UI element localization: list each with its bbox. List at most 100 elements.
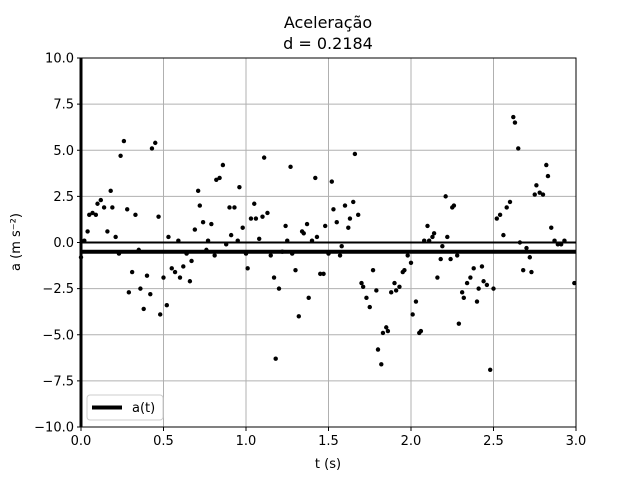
- data-point: [402, 267, 407, 273]
- data-point: [375, 347, 381, 352]
- data-point: [326, 251, 331, 256]
- data-point: [549, 225, 554, 230]
- data-point: [422, 238, 427, 243]
- data-point: [504, 205, 509, 210]
- data-point: [384, 325, 389, 330]
- data-point: [339, 243, 344, 249]
- chart-title: Aceleração: [284, 13, 372, 32]
- data-point: [101, 205, 107, 210]
- data-point: [192, 227, 198, 232]
- y-tick-label: 2.5: [53, 190, 74, 205]
- data-point: [461, 295, 466, 301]
- data-point: [484, 282, 490, 288]
- data-point: [385, 328, 391, 334]
- data-point: [374, 288, 379, 293]
- data-point: [507, 199, 513, 205]
- data-point: [329, 179, 334, 184]
- data-point: [138, 286, 143, 291]
- data-point: [532, 192, 537, 197]
- data-point: [144, 273, 150, 278]
- y-tick-label: 5.0: [53, 144, 74, 159]
- data-point: [197, 203, 202, 208]
- data-point: [87, 212, 92, 218]
- data-point: [118, 153, 123, 158]
- data-point: [360, 284, 366, 289]
- legend-box: [86, 394, 164, 421]
- data-point: [534, 183, 539, 188]
- data-point: [90, 210, 95, 216]
- data-point: [342, 203, 348, 208]
- data-point: [438, 256, 443, 262]
- data-point: [257, 236, 262, 242]
- data-point: [126, 290, 132, 295]
- data-point: [293, 267, 298, 273]
- data-point: [313, 175, 318, 181]
- data-point: [413, 299, 419, 304]
- x-axis-ticks: 0.0 0.5 1.0 1.5 2.0 2.5 3.0: [71, 427, 586, 449]
- x-axis-label: t (s): [315, 457, 341, 472]
- data-point: [359, 280, 364, 286]
- data-point: [468, 275, 473, 280]
- data-point: [125, 207, 130, 212]
- data-point: [356, 212, 361, 218]
- data-point: [158, 312, 163, 317]
- data-point: [161, 275, 166, 280]
- data-point: [227, 205, 232, 210]
- data-point: [280, 249, 285, 254]
- data-point: [105, 229, 110, 234]
- data-point: [200, 220, 206, 225]
- data-point: [323, 223, 328, 229]
- data-point: [405, 253, 410, 258]
- data-point: [187, 279, 193, 284]
- data-point: [189, 258, 194, 264]
- data-point: [93, 212, 99, 218]
- data-point: [380, 330, 386, 336]
- data-point: [572, 280, 577, 286]
- data-point: [459, 290, 465, 295]
- data-point: [309, 238, 315, 243]
- data-point: [364, 295, 369, 301]
- data-point: [172, 269, 178, 275]
- data-point: [445, 234, 450, 240]
- data-point: [474, 299, 480, 304]
- data-point: [204, 247, 209, 253]
- data-point: [209, 221, 214, 227]
- data-point: [288, 164, 293, 170]
- data-point: [555, 242, 561, 247]
- data-point: [141, 306, 146, 312]
- data-point: [418, 328, 424, 334]
- data-point: [237, 184, 242, 190]
- data-point: [177, 275, 183, 280]
- data-point: [304, 221, 310, 227]
- x-tick-label: 1.0: [236, 434, 257, 449]
- data-point: [243, 251, 249, 256]
- data-point: [512, 120, 518, 125]
- data-point: [156, 214, 161, 219]
- data-point: [116, 251, 122, 256]
- data-point: [164, 303, 169, 308]
- data-point: [529, 269, 534, 275]
- data-point: [367, 304, 372, 310]
- data-point: [544, 162, 549, 168]
- x-tick-label: 1.5: [318, 434, 339, 449]
- data-point: [494, 216, 499, 221]
- data-point: [426, 238, 432, 243]
- data-point: [516, 146, 521, 151]
- data-point: [306, 295, 311, 301]
- x-tick-label: 0.0: [71, 434, 92, 449]
- data-point: [540, 192, 546, 197]
- data-point: [448, 256, 453, 262]
- y-tick-label: 0.0: [53, 236, 74, 251]
- data-point: [370, 267, 376, 273]
- data-point: [205, 238, 211, 243]
- y-tick-label: 7.5: [53, 98, 74, 113]
- data-points: [78, 114, 577, 373]
- data-point: [347, 216, 353, 221]
- data-point: [314, 234, 320, 240]
- data-point: [253, 216, 259, 221]
- data-point: [392, 280, 397, 286]
- data-point: [283, 223, 288, 229]
- data-point: [98, 197, 104, 203]
- data-point: [121, 138, 127, 144]
- data-point: [224, 242, 229, 247]
